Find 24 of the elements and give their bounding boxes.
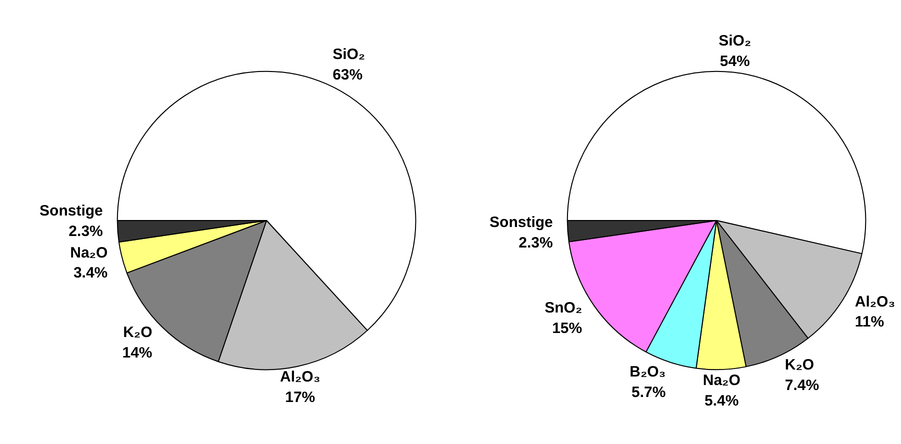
data-label: 15%	[552, 320, 582, 337]
data-label: 11%	[854, 314, 884, 331]
data-label: 5.4%	[704, 392, 739, 410]
data-label: 2.3%	[68, 222, 103, 240]
slice-label: Na₂O	[70, 244, 108, 262]
slice-label: K₂O	[123, 324, 153, 341]
data-label: 63%	[332, 66, 363, 84]
slice-label: Sonstige	[490, 214, 553, 231]
slice-label: SiO₂	[332, 46, 366, 63]
slice-label: B₂O₃	[630, 364, 666, 381]
slice-label: Sonstige	[40, 202, 103, 220]
slice-label: Na₂O	[702, 372, 741, 389]
data-label: 7.4%	[784, 376, 820, 394]
slice-label: SiO₂	[718, 32, 752, 50]
data-label: 5.7%	[632, 384, 666, 402]
data-label: 14%	[122, 344, 152, 362]
data-label: 17%	[285, 388, 316, 406]
slice-label: Al₂O₃	[280, 368, 320, 386]
data-label: 2.3%	[518, 234, 553, 252]
slice-label: SnO₂	[544, 299, 582, 316]
data-label: 3.4%	[73, 264, 108, 282]
slice-label: Al₂O₃	[854, 293, 896, 310]
data-label: 54%	[720, 53, 750, 70]
slice-label: K₂O	[784, 356, 814, 374]
